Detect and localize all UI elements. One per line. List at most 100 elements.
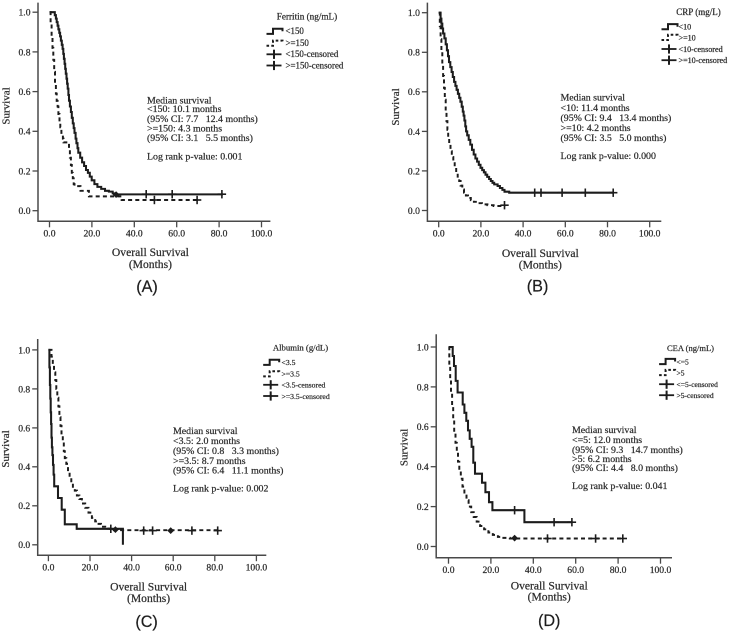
svg-text:>=3.5: >=3.5 bbox=[282, 370, 300, 379]
svg-text:80.0: 80.0 bbox=[610, 565, 627, 576]
svg-text:Log rank p-value: 0.001: Log rank p-value: 0.001 bbox=[147, 152, 242, 163]
svg-text:40.0: 40.0 bbox=[515, 229, 532, 240]
svg-text:<3.5: 2.0 months: <3.5: 2.0 months bbox=[173, 436, 240, 447]
svg-text:1.0: 1.0 bbox=[417, 342, 429, 353]
svg-text:Overall Survival: Overall Survival bbox=[110, 581, 187, 594]
svg-text:>5-censored: >5-censored bbox=[677, 391, 714, 400]
svg-text:(A): (A) bbox=[136, 278, 158, 296]
svg-text:0.0: 0.0 bbox=[417, 542, 429, 553]
svg-text:Log rank p-value: 0.000: Log rank p-value: 0.000 bbox=[561, 151, 656, 162]
svg-text:Median survival: Median survival bbox=[147, 95, 212, 106]
svg-text:Overall Survival: Overall Survival bbox=[511, 579, 588, 592]
svg-text:Survival: Survival bbox=[1, 87, 13, 124]
svg-text:(95% CI: 3.5 5.0 months): (95% CI: 3.5 5.0 months) bbox=[561, 133, 667, 144]
svg-text:0.6: 0.6 bbox=[18, 423, 30, 434]
svg-text:0.6: 0.6 bbox=[408, 87, 420, 98]
svg-text:20.0: 20.0 bbox=[473, 229, 490, 240]
svg-text:0.8: 0.8 bbox=[18, 384, 30, 395]
svg-text:>=150: >=150 bbox=[286, 38, 310, 48]
svg-text:Log rank p-value: 0.002: Log rank p-value: 0.002 bbox=[173, 484, 268, 495]
svg-text:0.0: 0.0 bbox=[42, 562, 54, 573]
svg-text:0.4: 0.4 bbox=[417, 462, 429, 473]
svg-text:40.0: 40.0 bbox=[123, 562, 140, 573]
svg-text:(95% CI: 7.7 12.4 months): (95% CI: 7.7 12.4 months) bbox=[147, 114, 258, 125]
svg-text:<10: 11.4 months: <10: 11.4 months bbox=[561, 103, 630, 114]
svg-text:(Months): (Months) bbox=[519, 258, 562, 271]
svg-text:0.8: 0.8 bbox=[19, 47, 31, 58]
svg-text:>5: >5 bbox=[677, 368, 685, 377]
svg-text:>5: 6.2 months: >5: 6.2 months bbox=[572, 454, 632, 465]
svg-text:80.0: 80.0 bbox=[211, 229, 228, 240]
svg-text:1.0: 1.0 bbox=[408, 8, 420, 19]
svg-text:0.6: 0.6 bbox=[417, 422, 429, 433]
svg-text:0.8: 0.8 bbox=[417, 382, 429, 393]
svg-text:<10: <10 bbox=[679, 23, 692, 32]
svg-text:0.6: 0.6 bbox=[19, 87, 31, 98]
svg-text:(95% CI: 9.4 13.4 months): (95% CI: 9.4 13.4 months) bbox=[561, 113, 672, 124]
svg-text:100.0: 100.0 bbox=[639, 229, 661, 240]
svg-text:>=10-censored: >=10-censored bbox=[679, 56, 728, 65]
svg-text:(Months): (Months) bbox=[528, 591, 571, 604]
svg-text:0.2: 0.2 bbox=[18, 501, 30, 512]
svg-text:Overall Survival: Overall Survival bbox=[502, 247, 579, 260]
svg-text:(95% CI: 6.4 11.1 months): (95% CI: 6.4 11.1 months) bbox=[173, 465, 283, 476]
svg-text:>=10: >=10 bbox=[679, 33, 696, 42]
svg-text:(95% CI: 9.3 14.7 months): (95% CI: 9.3 14.7 months) bbox=[572, 445, 683, 456]
svg-text:20.0: 20.0 bbox=[483, 565, 500, 576]
svg-text:100.0: 100.0 bbox=[251, 229, 273, 240]
svg-text:(Months): (Months) bbox=[129, 258, 172, 271]
svg-text:20.0: 20.0 bbox=[82, 562, 99, 573]
svg-text:(B): (B) bbox=[527, 278, 549, 296]
svg-text:Median survival: Median survival bbox=[572, 425, 637, 436]
svg-text:60.0: 60.0 bbox=[165, 562, 182, 573]
svg-text:>=150-censored: >=150-censored bbox=[286, 60, 344, 70]
svg-text:40.0: 40.0 bbox=[525, 565, 542, 576]
svg-text:Ferritin (ng/mL): Ferritin (ng/mL) bbox=[277, 11, 337, 21]
svg-text:<=5: 12.0 months: <=5: 12.0 months bbox=[572, 435, 642, 446]
svg-text:Survival: Survival bbox=[0, 430, 12, 467]
svg-text:0.0: 0.0 bbox=[19, 206, 31, 217]
svg-text:0.0: 0.0 bbox=[408, 206, 420, 217]
svg-text:<150: <150 bbox=[286, 26, 305, 36]
svg-text:60.0: 60.0 bbox=[557, 229, 574, 240]
svg-text:(D): (D) bbox=[538, 612, 560, 630]
svg-text:0.2: 0.2 bbox=[19, 166, 31, 177]
svg-text:0.4: 0.4 bbox=[408, 127, 420, 138]
svg-text:<=5: <=5 bbox=[677, 357, 689, 366]
svg-text:60.0: 60.0 bbox=[567, 565, 584, 576]
svg-text:<3.5: <3.5 bbox=[282, 358, 296, 367]
svg-text:<=5-censored: <=5-censored bbox=[677, 380, 719, 389]
svg-text:Median survival: Median survival bbox=[561, 93, 626, 104]
svg-text:<150: 10.1 months: <150: 10.1 months bbox=[147, 104, 222, 115]
svg-text:0.4: 0.4 bbox=[19, 127, 31, 138]
svg-text:(95% CI: 3.1 5.5 months): (95% CI: 3.1 5.5 months) bbox=[147, 133, 253, 144]
svg-text:>=10: 4.2 months: >=10: 4.2 months bbox=[561, 123, 631, 134]
svg-text:0.4: 0.4 bbox=[18, 462, 30, 473]
svg-text:0.2: 0.2 bbox=[417, 502, 429, 513]
svg-text:0.2: 0.2 bbox=[408, 166, 420, 177]
svg-text:1.0: 1.0 bbox=[19, 8, 31, 19]
svg-text:(Months): (Months) bbox=[127, 592, 170, 605]
svg-text:100.0: 100.0 bbox=[246, 562, 268, 573]
svg-text:>=3.5-censored: >=3.5-censored bbox=[282, 392, 330, 401]
svg-text:60.0: 60.0 bbox=[168, 229, 185, 240]
svg-text:<10-censored: <10-censored bbox=[679, 45, 723, 54]
svg-text:Survival: Survival bbox=[399, 429, 411, 466]
svg-text:20.0: 20.0 bbox=[84, 229, 101, 240]
svg-text:Survival: Survival bbox=[390, 88, 402, 125]
svg-text:(95% CI: 4.4 8.0 months): (95% CI: 4.4 8.0 months) bbox=[572, 463, 678, 474]
svg-text:0.8: 0.8 bbox=[408, 48, 420, 59]
svg-text:<150-censored: <150-censored bbox=[286, 49, 339, 59]
svg-text:0.0: 0.0 bbox=[443, 565, 455, 576]
svg-text:1.0: 1.0 bbox=[18, 345, 30, 356]
svg-text:80.0: 80.0 bbox=[599, 229, 616, 240]
svg-text:0.0: 0.0 bbox=[433, 229, 445, 240]
svg-text:Albumin (g/dL): Albumin (g/dL) bbox=[273, 343, 328, 353]
svg-text:(C): (C) bbox=[135, 613, 157, 631]
svg-text:0.0: 0.0 bbox=[44, 229, 56, 240]
svg-text:CEA (ng/mL): CEA (ng/mL) bbox=[667, 343, 714, 353]
svg-text:>=3.5: 8.7 months: >=3.5: 8.7 months bbox=[173, 456, 246, 467]
svg-text:40.0: 40.0 bbox=[126, 229, 143, 240]
svg-text:Median survival: Median survival bbox=[173, 426, 238, 437]
svg-text:(95% CI: 0.8 3.3 months): (95% CI: 0.8 3.3 months) bbox=[173, 446, 279, 457]
